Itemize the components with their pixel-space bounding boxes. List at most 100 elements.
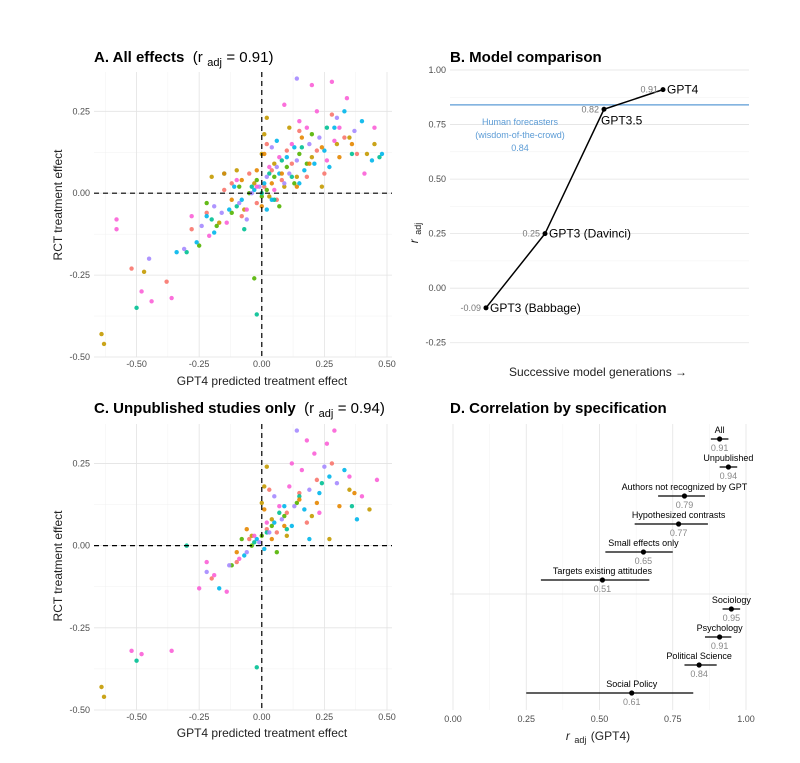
- scatter-point: [294, 184, 300, 189]
- scatter-point: [282, 102, 287, 107]
- scatter-point: [239, 177, 244, 183]
- scatter-point: [262, 507, 267, 512]
- spec-label: Social Policy: [606, 679, 658, 689]
- scatter-point: [234, 550, 239, 555]
- scatter-point: [369, 158, 375, 163]
- scatter-point: [277, 154, 282, 160]
- scatter-point: [262, 181, 267, 186]
- scatter-point: [164, 279, 169, 284]
- scatter-point: [264, 207, 269, 212]
- x-tick-label: 0.50: [378, 712, 396, 722]
- scatter-point: [289, 141, 295, 147]
- human-forecasters-line1: Human forecasters: [482, 117, 559, 127]
- scatter-point: [244, 526, 249, 532]
- x-tick-label: 0.00: [253, 712, 271, 722]
- scatter-point: [277, 204, 282, 209]
- y-tick-label: -0.25: [69, 270, 90, 280]
- panel-c: C. Unpublished studies only (r adj = 0.9…: [51, 400, 396, 740]
- scatter-point: [312, 161, 317, 166]
- scatter-point: [284, 148, 290, 153]
- scatter-point: [239, 197, 244, 202]
- scatter-point: [304, 174, 310, 180]
- scatter-point: [196, 586, 202, 591]
- scatter-point: [269, 145, 274, 150]
- scatter-point: [289, 161, 295, 166]
- panel-a-title-bold: A. All effects: [94, 49, 184, 66]
- scatter-point: [347, 135, 352, 140]
- panel-b-plot-area: 1.00 0.75 0.50 0.25 0.00 -0.25 -0.09 GPT3 (Babb…: [425, 65, 749, 348]
- panel-d-xlabel-sub: adj: [574, 735, 586, 745]
- scatter-point: [302, 507, 307, 512]
- panel-c-xlabel: GPT4 predicted treatment effect: [177, 726, 348, 740]
- scatter-point: [209, 217, 214, 222]
- scatter-point: [262, 151, 267, 157]
- spec-value-label: 0.95: [723, 613, 741, 623]
- scatter-point: [129, 266, 134, 271]
- scatter-point: [262, 184, 267, 189]
- scatter-point: [309, 513, 315, 519]
- scatter-point: [299, 467, 305, 473]
- spec-value-label: 0.61: [623, 697, 641, 707]
- scatter-point: [349, 141, 355, 147]
- panel-b-ylabel-sub: adj: [413, 223, 423, 235]
- scatter-point: [196, 243, 202, 248]
- spec-label: Targets existing attitudes: [553, 566, 653, 576]
- scatter-point: [317, 490, 322, 496]
- y-tick-label: 0.00: [72, 541, 90, 551]
- scatter-point: [272, 174, 277, 180]
- y-tick-label: 0.00: [72, 188, 90, 198]
- scatter-point: [254, 665, 259, 670]
- scatter-point: [264, 464, 269, 469]
- y-tick-label: -0.50: [69, 705, 90, 715]
- scatter-point: [212, 230, 217, 235]
- scatter-point: [194, 240, 199, 245]
- estimate-point: [717, 634, 723, 640]
- scatter-point: [377, 154, 382, 160]
- scatter-point: [224, 589, 229, 594]
- scatter-point: [297, 118, 302, 124]
- scatter-point: [279, 517, 285, 522]
- scatter-point: [169, 648, 174, 654]
- spec-label: Unpublished: [703, 453, 753, 463]
- scatter-point: [267, 171, 272, 176]
- scatter-point: [254, 312, 259, 317]
- scatter-point: [274, 138, 280, 143]
- scatter-point: [267, 194, 272, 199]
- scatter-point: [314, 148, 320, 153]
- panel-a-title-tail: = 0.91): [226, 49, 273, 66]
- scatter-point: [204, 210, 209, 216]
- panel-b-xlabel: Successive model generations →: [509, 365, 687, 379]
- scatter-point: [99, 331, 104, 337]
- scatter-point: [324, 158, 330, 163]
- y-tick-label: 0.25: [428, 229, 446, 239]
- scatter-point: [282, 184, 287, 189]
- scatter-point: [264, 520, 269, 525]
- scatter-point: [317, 135, 322, 140]
- y-tick-label: -0.25: [69, 623, 90, 633]
- scatter-point: [227, 207, 232, 212]
- scatter-point: [294, 174, 300, 180]
- y-tick-label: 0.75: [428, 120, 446, 130]
- scatter-point: [262, 546, 267, 552]
- spec-label: All: [715, 425, 725, 435]
- model-point: [542, 231, 548, 237]
- scatter-point: [294, 76, 300, 81]
- scatter-point: [354, 517, 360, 522]
- scatter-point: [272, 520, 277, 525]
- scatter-point: [239, 213, 244, 219]
- scatter-point: [367, 507, 372, 512]
- scatter-point: [297, 128, 302, 134]
- scatter-point: [314, 477, 320, 483]
- estimate-point: [629, 690, 635, 696]
- scatter-point: [332, 428, 337, 433]
- scatter-point: [294, 428, 300, 433]
- model-point: [601, 106, 607, 112]
- scatter-point: [244, 550, 249, 555]
- scatter-point: [337, 503, 342, 509]
- scatter-point: [294, 158, 300, 163]
- scatter-point: [292, 503, 297, 509]
- scatter-point: [307, 161, 312, 166]
- spec-label: Authors not recognized by GPT: [622, 482, 748, 492]
- scatter-point: [307, 536, 312, 542]
- scatter-point: [347, 487, 352, 492]
